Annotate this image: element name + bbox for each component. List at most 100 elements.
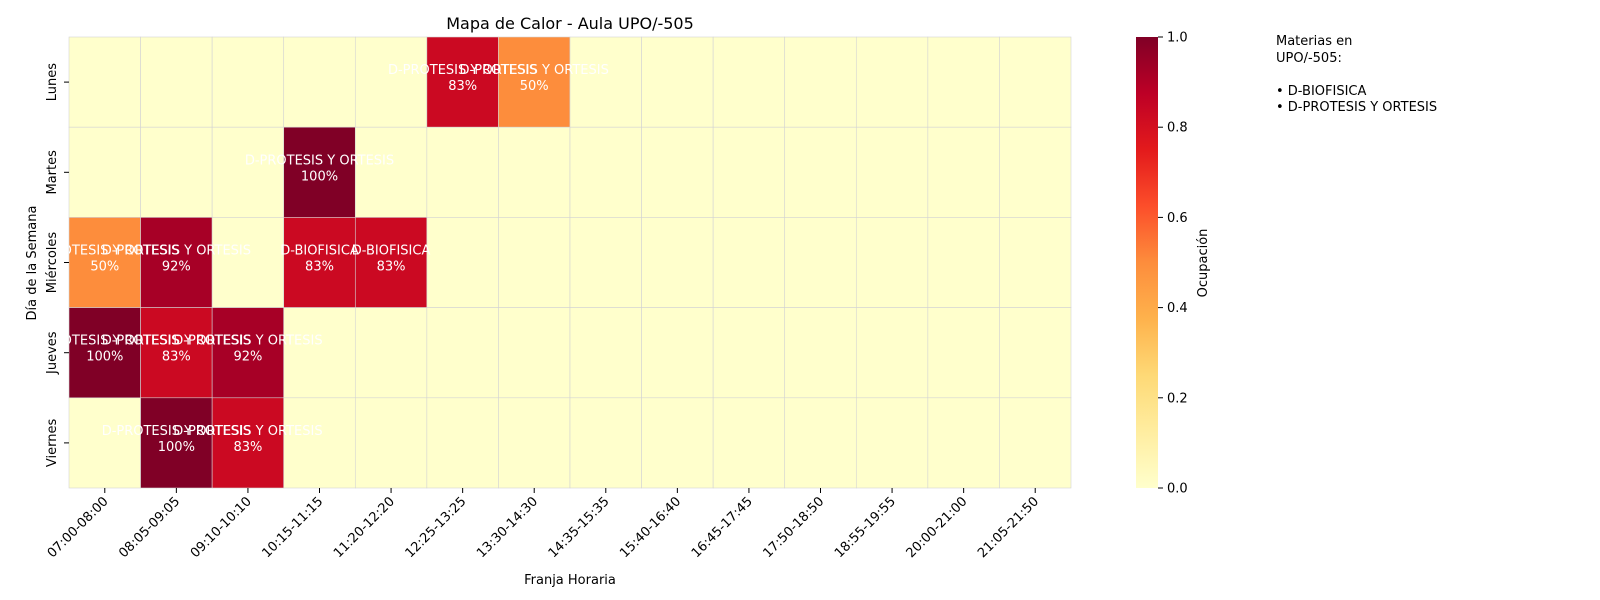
x-tick-label: 13:30-14:30 <box>474 494 541 561</box>
heatmap-cell <box>283 217 356 308</box>
cell-percent-label: 92% <box>233 350 262 365</box>
heatmap-cell <box>569 126 642 218</box>
heatmap-cell <box>283 307 356 399</box>
y-tick-label: Martes <box>45 150 60 195</box>
x-tick-label: 07:00-08:00 <box>45 494 112 561</box>
x-axis-title: Franja Horaria <box>524 573 616 588</box>
heatmap-cell <box>641 397 714 489</box>
legend-note-line: Materias en <box>1276 34 1353 49</box>
x-tick-label: 20:00-21:00 <box>904 494 971 561</box>
cell-subject-label: D-PROTESIS Y ORTESIS <box>245 153 394 168</box>
heatmap-cell <box>784 217 857 308</box>
heatmap-cell <box>641 126 714 218</box>
cell-subject-label: D-PROTESIS Y ORTESIS <box>102 244 251 259</box>
heatmap-cell <box>569 307 642 399</box>
x-tick-label: 21:05-21:50 <box>975 494 1042 561</box>
colorbar-title: Ocupación <box>1196 229 1211 298</box>
cell-subject-label: D-BIOFISICA <box>352 244 431 259</box>
heatmap-cell <box>784 397 857 489</box>
cell-percent-label: 100% <box>158 440 195 455</box>
heatmap-cell <box>999 36 1072 128</box>
cell-percent-label: 50% <box>520 79 549 94</box>
heatmap-cell <box>784 36 857 128</box>
heatmap-cell <box>426 126 499 218</box>
heatmap-cell <box>999 397 1072 489</box>
heatmap-cell <box>283 36 356 128</box>
heatmap-cell <box>498 36 571 128</box>
cell-percent-label: 50% <box>90 260 119 275</box>
colorbar-ticks: 0.0 0.2 0.4 0.6 0.8 1.0 <box>1158 31 1188 497</box>
legend-note-line <box>1276 67 1437 84</box>
y-tick-label: Viernes <box>45 419 60 468</box>
y-axis-ticks: Lunes Martes Miércoles Jueves Viernes <box>45 63 69 467</box>
heatmap-cell <box>426 397 499 489</box>
x-tick-label: 08:05-09:05 <box>116 494 183 561</box>
heatmap-cell <box>641 36 714 128</box>
x-tick-label: 14:35-15:35 <box>546 494 613 561</box>
cell-subject-label: D-PROTESIS Y ORTESIS <box>30 244 179 259</box>
heatmap-cell <box>855 217 929 308</box>
heatmap-cell <box>68 126 141 218</box>
heatmap-cell <box>211 397 285 489</box>
y-tick-label: Lunes <box>45 63 60 101</box>
heatmap-cell <box>140 36 213 128</box>
heatmap-cell <box>927 397 1000 489</box>
subjects-legend-note: Materias en UPO/-505: • D-BIOFISICA • D-PRO… <box>1276 34 1437 117</box>
cell-percent-label: 83% <box>162 350 191 365</box>
cell-percent-label: 83% <box>233 440 262 455</box>
heatmap-cell <box>68 217 141 308</box>
heatmap-cell <box>855 307 929 399</box>
heatmap-cell <box>569 217 642 308</box>
cell-percent-label: 83% <box>377 260 406 275</box>
heatmap-cell <box>999 126 1072 218</box>
heatmap-cell <box>283 126 356 218</box>
y-tick-label: Jueves <box>45 331 60 375</box>
legend-note-line: UPO/-505: <box>1276 50 1342 66</box>
colorbar-tick-label: 0.2 <box>1167 391 1188 406</box>
heatmap-cell <box>855 397 929 489</box>
heatmap-cell <box>68 307 141 399</box>
heatmap-cell <box>927 217 1000 308</box>
colorbar-tick-label: 0.4 <box>1167 301 1188 316</box>
legend-note-line: • D-BIOFISICA <box>1276 83 1367 99</box>
cell-subject-label: D-PROTESIS Y ORTESIS <box>30 334 179 349</box>
x-tick-label: 16:45-17:45 <box>689 494 756 561</box>
heatmap-cells <box>68 36 1072 489</box>
heatmap-cell <box>927 36 1000 128</box>
cell-subject-label: D-PROTESIS Y ORTESIS <box>102 334 251 349</box>
cell-subject-label: D-PROTESIS Y ORTESIS <box>388 63 537 78</box>
x-axis-ticks: 07:00-08:00 08:05-09:05 09:10-10:10 10:15-1… <box>45 488 1042 561</box>
heatmap-cell <box>68 397 141 489</box>
colorbar-tick-label: 1.0 <box>1167 31 1188 46</box>
cell-subject-label: D-PROTESIS Y ORTESIS <box>173 334 322 349</box>
heatmap-cell <box>354 126 428 218</box>
x-tick-label: 11:20-12:20 <box>331 494 398 561</box>
heatmap-cell <box>426 36 499 128</box>
heatmap-cell <box>784 126 857 218</box>
colorbar <box>1136 37 1158 488</box>
y-tick-label: Miércoles <box>45 232 60 294</box>
heatmap-cell <box>354 36 428 128</box>
x-tick-label: 15:40-16:40 <box>617 494 684 561</box>
heatmap-cell <box>211 36 285 128</box>
x-tick-label: 18:55-19:55 <box>832 494 899 561</box>
x-tick-label: 12:25-13:25 <box>403 494 470 561</box>
legend-note-line: • D-PROTESIS Y ORTESIS <box>1276 100 1438 115</box>
heatmap-cell <box>211 217 285 308</box>
heatmap-cell <box>999 307 1072 399</box>
cell-subject-label: D-PROTESIS Y ORTESIS <box>460 63 609 78</box>
heatmap-cell <box>498 217 571 308</box>
heatmap-cell <box>426 307 499 399</box>
heatmap-cell <box>712 307 786 399</box>
y-axis-title: Día de la Semana <box>25 206 40 321</box>
cell-subject-label: D-BIOFISICA <box>280 244 359 259</box>
heatmap-cell <box>211 126 285 218</box>
heatmap-cell <box>140 397 213 489</box>
heatmap-cell <box>140 307 213 399</box>
heatmap-cell <box>498 397 571 489</box>
colorbar-tick-label: 0.6 <box>1167 211 1188 226</box>
heatmap-cell <box>641 307 714 399</box>
heatmap-cell <box>855 36 929 128</box>
heatmap-cell <box>712 126 786 218</box>
